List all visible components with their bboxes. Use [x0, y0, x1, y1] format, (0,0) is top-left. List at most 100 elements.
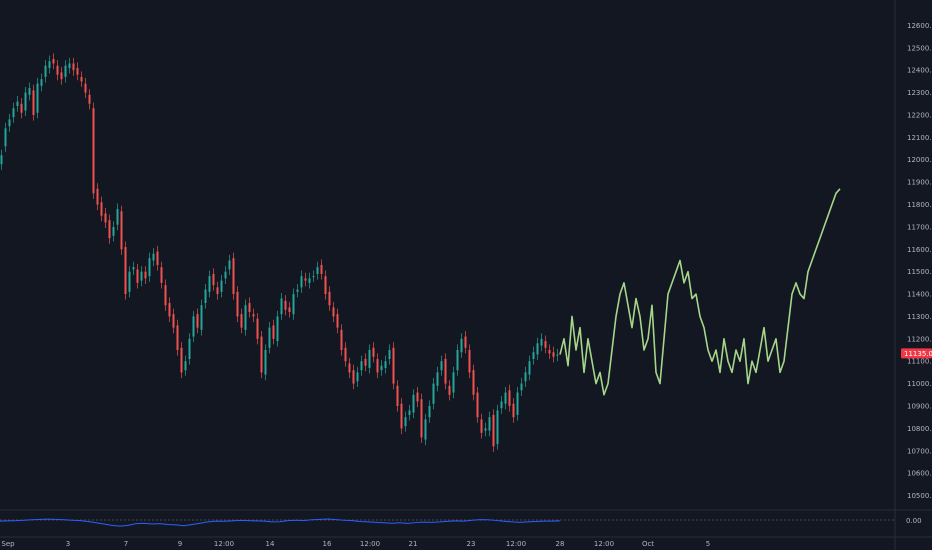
candle-body: [344, 347, 347, 362]
candle-body: [464, 336, 467, 348]
candle-body: [428, 405, 431, 418]
y-tick-label: 12500.00: [907, 44, 932, 52]
candle-body: [36, 83, 39, 113]
candle-body: [492, 414, 495, 447]
x-tick-label: 12:00: [360, 540, 380, 548]
candle-body: [84, 83, 87, 93]
candle-body: [384, 361, 387, 368]
candle-body: [512, 403, 515, 418]
candle-body: [236, 291, 239, 317]
candle-body: [4, 128, 7, 147]
candle-body: [224, 271, 227, 279]
y-tick-label: 12600.00: [907, 22, 932, 30]
candle-body: [376, 358, 379, 373]
candle-body: [156, 251, 159, 265]
y-tick-label: 11400.00: [907, 291, 932, 299]
candle-body: [192, 316, 195, 337]
candle-body: [108, 220, 111, 239]
candle-body: [0, 155, 3, 165]
last-price-tag: 11135.00: [901, 348, 932, 359]
candle-body: [516, 392, 519, 415]
candle-body: [496, 410, 499, 445]
indicator-line: [0, 518, 561, 527]
candle-body: [356, 372, 359, 382]
candle-body: [292, 294, 295, 315]
forecast-layer: [559, 188, 841, 396]
candle-body: [128, 271, 131, 292]
y-tick-label: 12000.00: [907, 156, 932, 164]
candle-body: [352, 370, 355, 384]
candle-body: [176, 325, 179, 351]
x-tick-label: 12:00: [506, 540, 526, 548]
candle-body: [424, 419, 427, 440]
candle-body: [436, 372, 439, 386]
candle-body: [132, 267, 135, 270]
candle-body: [148, 258, 151, 277]
candle-body: [556, 354, 559, 356]
candle-body: [172, 314, 175, 328]
candle-body: [540, 338, 543, 346]
candle-body: [264, 350, 267, 375]
candle-body: [524, 372, 527, 382]
candle-body: [64, 65, 67, 77]
candle-body: [368, 350, 371, 368]
candle-body: [412, 394, 415, 413]
candle-body: [208, 276, 211, 292]
candle-body: [40, 79, 43, 86]
y-tick-label: 12100.00: [907, 134, 932, 142]
candle-body: [196, 314, 199, 328]
x-tick-label: 12:00: [594, 540, 614, 548]
indicator-layer: [0, 518, 561, 527]
candle-body: [280, 298, 283, 315]
candle-body: [140, 271, 143, 281]
candle-body: [76, 67, 79, 75]
candle-body: [68, 63, 71, 68]
candle-body: [104, 213, 107, 223]
candle-body: [300, 276, 303, 288]
y-tick-label: 11100.00: [907, 358, 932, 366]
candle-body: [532, 352, 535, 359]
candle-body: [372, 347, 375, 357]
candle-body: [360, 361, 363, 371]
candle-body: [60, 72, 63, 80]
y-tick-label: 10500.00: [907, 492, 932, 500]
candle-body: [152, 253, 155, 261]
candle-body: [216, 287, 219, 295]
candle-body: [448, 385, 451, 395]
candle-body: [432, 383, 435, 404]
candle-body: [520, 383, 523, 391]
candle-body: [220, 280, 223, 292]
y-tick-label: 11300.00: [907, 313, 932, 321]
y-tick-label: 11200.00: [907, 335, 932, 343]
x-tick-label: 28: [556, 540, 565, 548]
y-tick-label: 11800.00: [907, 201, 932, 209]
candle-body: [136, 269, 139, 283]
candle-body: [468, 350, 471, 373]
candle-body: [56, 65, 59, 75]
candle-body: [200, 305, 203, 330]
x-tick-label: Sep: [1, 540, 15, 548]
forecast-line: [559, 188, 841, 396]
candle-body: [112, 226, 115, 236]
candle-body: [440, 361, 443, 371]
candle-body: [328, 291, 331, 306]
candle-body: [228, 260, 231, 270]
candle-body: [92, 108, 95, 194]
candle-body: [472, 370, 475, 395]
candle-body: [380, 365, 383, 371]
candle-body: [500, 401, 503, 409]
candle-body: [32, 90, 35, 115]
time-axis[interactable]: Sep 3 7 9 12:00 14 16 12:00 21 23 12:00 28 12:00 Oct 5: [1, 540, 710, 548]
candle-body: [20, 103, 23, 113]
candle-body: [256, 318, 259, 339]
candle-body: [312, 276, 315, 278]
y-tick-label: 11000.00: [907, 380, 932, 388]
candle-body: [276, 316, 279, 342]
candle-body: [80, 76, 83, 82]
candle-body: [404, 417, 407, 427]
candle-body: [504, 392, 507, 404]
x-tick-label: 5: [706, 540, 710, 548]
price-axis[interactable]: 12600.00 12500.00 12400.00 12300.00 12200.00…: [907, 22, 932, 500]
